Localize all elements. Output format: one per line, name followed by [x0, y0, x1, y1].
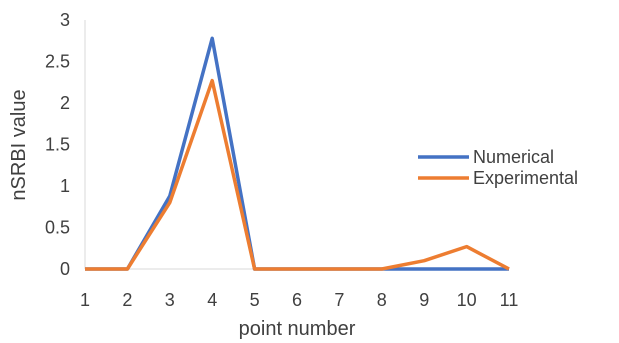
y-tick-labels: 0 0.5 1 1.5 2 2.5 3 — [45, 10, 70, 279]
x-tick-label: 5 — [250, 290, 260, 310]
x-tick-label: 3 — [165, 290, 175, 310]
y-tick-label: 0 — [60, 259, 70, 279]
x-tick-label: 7 — [334, 290, 344, 310]
x-tick-label: 9 — [419, 290, 429, 310]
legend-label-experimental: Experimental — [473, 168, 578, 188]
y-axis-title: nSRBI value — [8, 89, 30, 200]
series-lines — [85, 36, 510, 271]
x-tick-label: 1 — [80, 290, 90, 310]
y-tick-label: 0.5 — [45, 218, 70, 238]
x-tick-label: 10 — [457, 290, 477, 310]
legend-label-numerical: Numerical — [473, 147, 554, 167]
y-tick-label: 1 — [60, 176, 70, 196]
x-tick-label: 6 — [292, 290, 302, 310]
y-tick-label: 2.5 — [45, 52, 70, 72]
x-tick-label: 8 — [377, 290, 387, 310]
x-tick-labels: 1 2 3 4 5 6 7 8 9 10 11 — [80, 290, 518, 310]
x-tick-label: 4 — [207, 290, 217, 310]
x-axis-title: point number — [239, 318, 356, 340]
y-tick-label: 2 — [60, 93, 70, 113]
x-tick-label: 2 — [122, 290, 132, 310]
y-tick-label: 3 — [60, 10, 70, 30]
y-tick-label: 1.5 — [45, 135, 70, 155]
series-line-experimental — [85, 78, 510, 271]
x-tick-label: 11 — [500, 290, 519, 310]
